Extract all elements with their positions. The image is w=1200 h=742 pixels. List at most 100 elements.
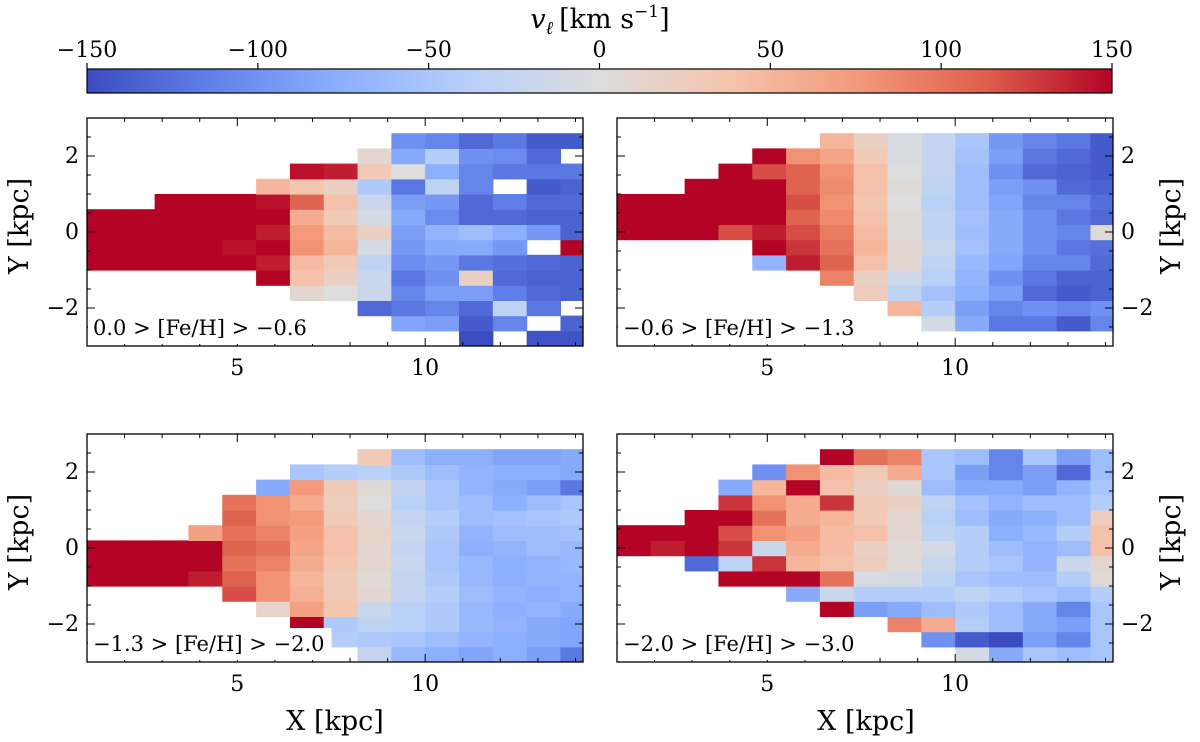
heatmap-cell [391,479,426,496]
heatmap-cell [560,464,583,481]
heatmap-cell [1022,646,1058,662]
heatmap-cell [526,540,562,557]
heatmap-cell [752,570,787,587]
heatmap-cell [887,586,922,602]
heatmap-cell [526,631,562,648]
heatmap-cell [955,570,990,587]
heatmap-cell [560,270,583,286]
heatmap-cell [357,586,392,602]
heatmap-cell [752,209,787,225]
heatmap-cell [1090,525,1113,541]
heatmap-cell [650,194,686,210]
heatmap-cell [222,254,257,271]
heatmap-cell [887,285,922,301]
heatmap-cell [425,494,460,511]
heatmap-cell [323,586,359,602]
heatmap-cell [684,540,720,557]
heatmap-cell [391,555,426,572]
heatmap-cell [1056,540,1092,557]
heatmap-cell [1022,449,1058,465]
heatmap-cell [323,616,359,633]
heatmap-cell [357,285,392,301]
heatmap-cell [391,133,426,149]
heatmap-cell [526,224,562,241]
heatmap-cell [188,209,223,225]
heatmap-cell [492,133,528,149]
heatmap-cell [459,555,494,572]
heatmap-cell [786,510,821,526]
heatmap-cell [188,224,223,241]
heatmap-cell [684,224,720,241]
colorbar-title-sub: ℓ [546,18,554,39]
heatmap-cell [887,254,922,271]
heatmap-cell [887,209,922,225]
heatmap-cell [921,494,956,511]
heatmap-cell [526,464,562,481]
heatmap-cell [1056,601,1092,617]
heatmap-cell [87,570,122,587]
heatmap-cell [617,209,652,225]
heatmap-cell [1090,601,1113,617]
heatmap-cell [425,586,460,602]
heatmap-cell [718,479,753,496]
heatmap-cell [357,178,392,195]
heatmap-cell [1056,239,1092,256]
heatmap-cell [120,540,156,557]
heatmap-cell [222,510,257,526]
heatmap-cell [154,540,190,557]
heatmap-cell [256,209,291,225]
heatmap-cell [222,525,257,541]
heatmap-cell [853,586,889,602]
heatmap-cell [989,254,1024,271]
heatmap-cell [1090,631,1113,648]
colorbar [86,68,1113,94]
heatmap-cell [955,209,990,225]
heatmap-cell [853,601,889,617]
heatmap-cell [289,464,325,481]
heatmap-cell [617,194,652,210]
heatmap-cell [989,494,1024,511]
heatmap-cell [752,224,787,241]
heatmap-cell [289,601,325,617]
panel-label: −0.6 > [Fe/H] > −1.3 [618,312,862,344]
heatmap-cell [560,479,583,496]
heatmap-cell [425,224,460,241]
heatmap-cell [289,540,325,557]
heatmap-cell [752,178,787,195]
y-tick-label: 0 [65,536,79,561]
heatmap-cell [989,586,1024,602]
heatmap-cell [1056,148,1092,165]
heatmap-cell [955,148,990,165]
heatmap-cell [492,616,528,633]
heatmap-cell [1056,570,1092,587]
heatmap-cell [786,494,821,511]
heatmap-cell [786,555,821,572]
heatmap-cell [120,555,156,572]
panel-label-text: −0.6 > [Fe/H] > −1.3 [623,316,855,340]
heatmap-cell [391,163,426,180]
heatmap-cell [1056,163,1092,180]
heatmap-cell [289,194,325,210]
heatmap-cell [819,525,855,541]
heatmap-cell [887,178,922,195]
heatmap-cell [1022,601,1058,617]
heatmap-cell [853,133,889,149]
heatmap-cell [1056,479,1092,496]
heatmap-cell [526,555,562,572]
heatmap-cell [819,555,855,572]
heatmap-cell [357,300,392,317]
heatmap-cell [256,270,291,286]
heatmap-cell [357,494,392,511]
heatmap-cell [391,540,426,557]
heatmap-cell [120,209,156,225]
heatmap-cell [323,270,359,286]
heatmap-cell [819,133,855,149]
heatmap-cell [1090,209,1113,225]
heatmap-cell [684,209,720,225]
heatmap-cell [526,525,562,541]
heatmap-cell [222,209,257,225]
heatmap-cell [786,464,821,481]
heatmap-cell [684,194,720,210]
heatmap-cell [786,239,821,256]
heatmap-cell [853,449,889,465]
